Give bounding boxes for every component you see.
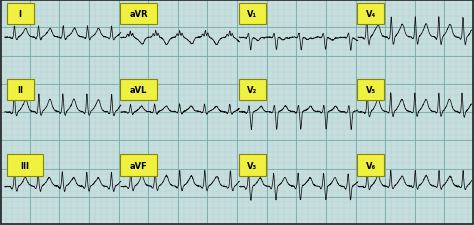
- FancyBboxPatch shape: [239, 4, 266, 25]
- Text: V₃: V₃: [247, 161, 257, 170]
- FancyBboxPatch shape: [357, 79, 384, 101]
- FancyBboxPatch shape: [120, 79, 157, 101]
- Text: II: II: [17, 86, 23, 94]
- FancyBboxPatch shape: [357, 4, 384, 25]
- Text: V₅: V₅: [366, 86, 376, 94]
- FancyBboxPatch shape: [239, 155, 266, 176]
- FancyBboxPatch shape: [7, 79, 34, 101]
- Text: V₆: V₆: [366, 161, 376, 170]
- Text: V₄: V₄: [366, 10, 376, 19]
- FancyBboxPatch shape: [120, 4, 157, 25]
- FancyBboxPatch shape: [357, 155, 384, 176]
- FancyBboxPatch shape: [239, 79, 266, 101]
- Text: aVF: aVF: [130, 161, 147, 170]
- Text: I: I: [18, 10, 22, 19]
- Text: aVR: aVR: [129, 10, 148, 19]
- FancyBboxPatch shape: [7, 155, 43, 176]
- FancyBboxPatch shape: [7, 4, 34, 25]
- Text: III: III: [20, 161, 29, 170]
- Text: V₂: V₂: [247, 86, 257, 94]
- Text: aVL: aVL: [130, 86, 147, 94]
- FancyBboxPatch shape: [120, 155, 157, 176]
- Text: V₁: V₁: [247, 10, 257, 19]
